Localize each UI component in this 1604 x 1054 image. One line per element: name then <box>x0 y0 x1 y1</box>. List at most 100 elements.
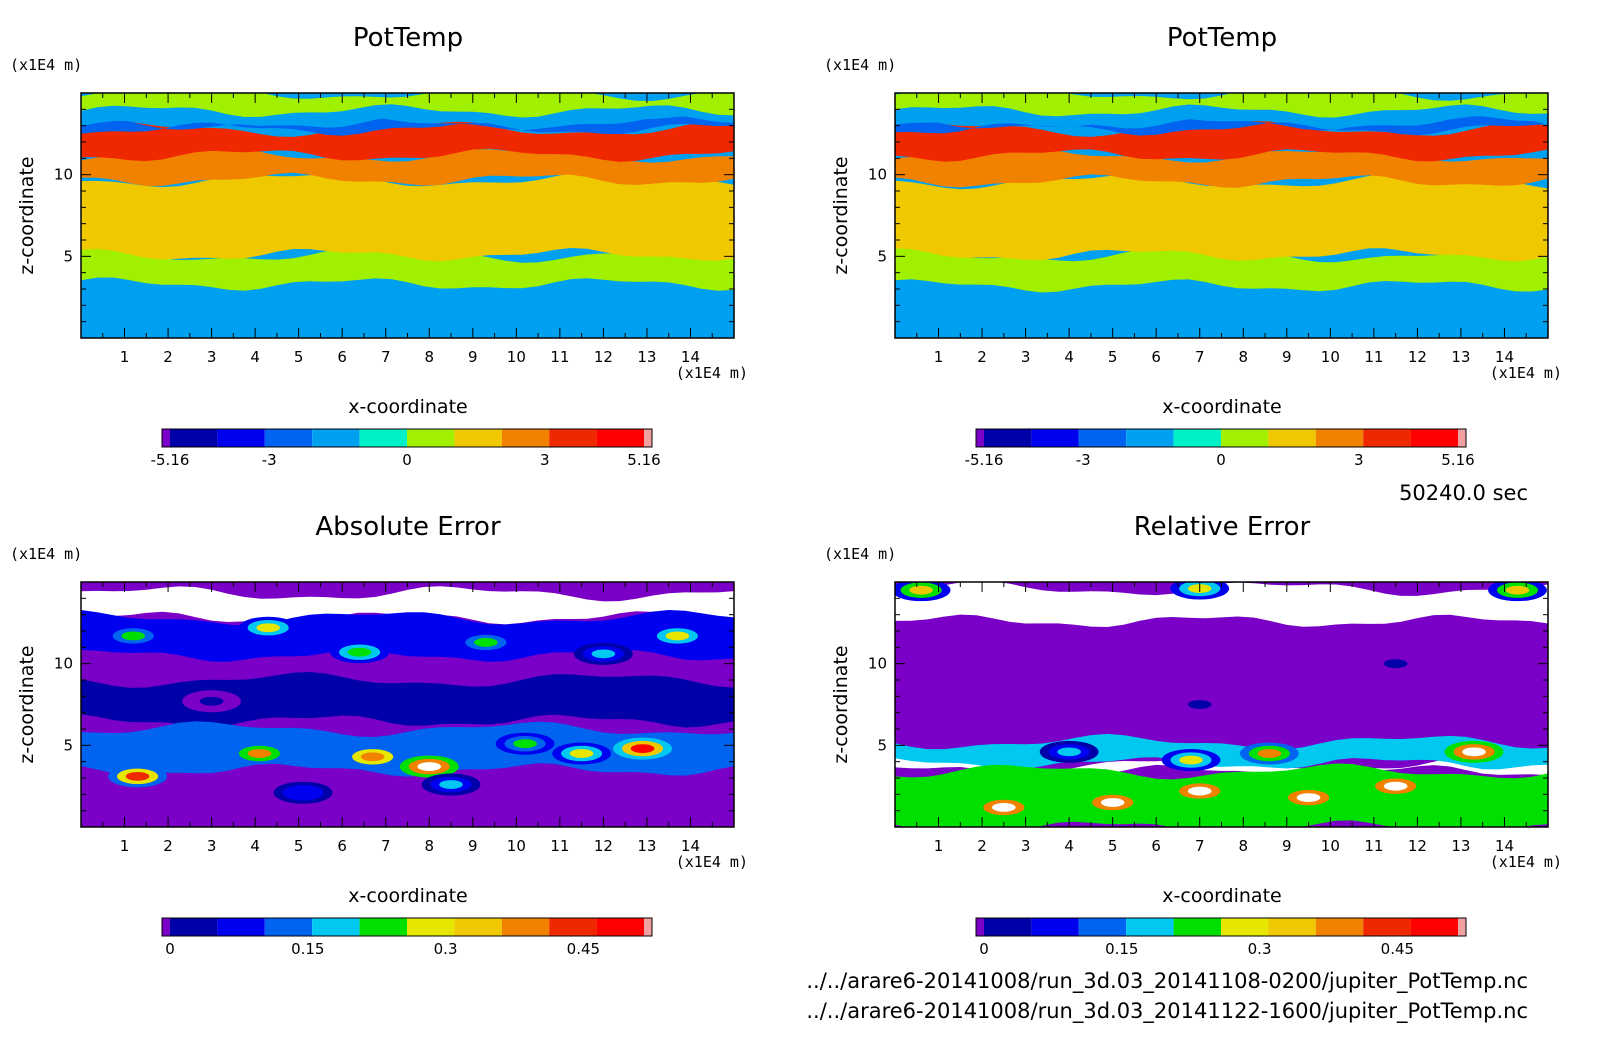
contour-blob <box>1296 793 1321 802</box>
panel-potential-temperature-right: PotTemp(x1E4 m)1 2 3 4 5 6 7 8 9 10 11 12 13 14510(x1… <box>824 23 1562 469</box>
contour-blob <box>665 631 690 641</box>
chart-title: PotTemp <box>1167 23 1277 53</box>
x-tick-label: 12 <box>594 348 613 366</box>
colorbar-swatch <box>1078 918 1127 936</box>
chart-title: Absolute Error <box>315 512 501 542</box>
plot-area <box>81 582 734 827</box>
x-tick-label: 7 <box>381 348 391 366</box>
colorbar-swatch <box>170 918 218 936</box>
x-tick-label: 8 <box>1238 348 1248 366</box>
x-tick-label: 14 <box>681 837 700 855</box>
x-tick-label: 9 <box>1282 348 1292 366</box>
colorbar-swatch <box>1221 918 1269 936</box>
contour-blob <box>630 744 655 753</box>
x-tick-label: 12 <box>1408 837 1427 855</box>
y-axis-label: z-coordinate <box>830 645 852 763</box>
plot-area <box>895 582 1548 827</box>
colorbar-swatch <box>501 429 550 447</box>
colorbar-swatch <box>984 918 1032 936</box>
x-tick-label: 3 <box>1021 348 1031 366</box>
colorbar-swatch <box>217 429 265 447</box>
colorbar-swatch <box>1126 429 1174 447</box>
contour-blob <box>291 788 315 798</box>
file-path-2: ../../arare6-20141008/run_3d.03_20141122… <box>806 999 1528 1024</box>
x-tick-label: 8 <box>1238 837 1248 855</box>
x-unit-label: (x1E4 m) <box>676 364 748 382</box>
panel-potential-temperature-left: PotTemp(x1E4 m)1 2 3 4 5 6 7 8 9 10 11 12 13 14510(x1… <box>10 23 748 469</box>
colorbar-swatch <box>1268 429 1316 447</box>
y-unit-label: (x1E4 m) <box>10 56 82 74</box>
colorbar-swatch <box>1458 429 1466 447</box>
contour-band <box>81 586 734 625</box>
panel-relative-error: Relative Error(x1E4 m)1 2 3 4 5 6 7 8 9 10 11 12 13 1… <box>824 512 1562 958</box>
contour-blob <box>1505 585 1530 595</box>
colorbar-swatch <box>1221 429 1269 447</box>
panel-absolute-error: Absolute Error(x1E4 m)1 2 3 4 5 6 7 8 9 10 11 12 13 1… <box>10 512 748 958</box>
x-tick-label: 13 <box>637 348 656 366</box>
x-tick-label: 6 <box>1151 348 1161 366</box>
colorbar-swatch <box>170 429 218 447</box>
colorbar-frame <box>161 428 653 448</box>
x-unit-label: (x1E4 m) <box>1490 364 1562 382</box>
x-tick-label: 10 <box>507 837 526 855</box>
colorbar-tick-label: 0.3 <box>1248 940 1272 958</box>
x-tick-label: 4 <box>250 837 260 855</box>
contour-blob <box>1179 755 1203 765</box>
x-tick-label: 1 <box>120 837 130 855</box>
colorbar-swatch <box>162 918 170 936</box>
colorbar-swatch <box>1173 429 1221 447</box>
chart-title: Relative Error <box>1134 512 1311 542</box>
y-axis-label: z-coordinate <box>16 645 38 763</box>
x-tick-label: 7 <box>381 837 391 855</box>
x-tick-label: 4 <box>1064 348 1074 366</box>
x-unit-label: (x1E4 m) <box>676 853 748 871</box>
colorbar-swatch <box>1410 429 1458 447</box>
x-tick-label: 11 <box>1364 348 1383 366</box>
x-tick-label: 5 <box>1108 348 1118 366</box>
contour-band <box>81 247 734 291</box>
y-tick-label: 10 <box>54 166 73 184</box>
contour-band <box>81 171 734 262</box>
colorbar-swatch <box>217 918 265 936</box>
x-tick-label: 13 <box>637 837 656 855</box>
x-tick-label: 7 <box>1195 837 1205 855</box>
colorbar-swatch <box>407 429 455 447</box>
contour-blob <box>909 585 933 595</box>
contour-blob <box>1383 659 1408 669</box>
colorbar-swatch <box>1031 918 1079 936</box>
contour-blob <box>591 649 616 659</box>
colorbar-swatch <box>644 918 652 936</box>
colorbar-frame <box>975 428 1467 448</box>
colorbar-swatch <box>407 918 455 936</box>
x-tick-label: 11 <box>550 837 569 855</box>
y-tick-label: 5 <box>63 736 73 754</box>
x-axis-label: x-coordinate <box>1162 885 1281 907</box>
contour-band <box>81 114 734 136</box>
contour-blob <box>1057 747 1081 757</box>
y-unit-label: (x1E4 m) <box>10 545 82 563</box>
colorbar-tick-label: 0 <box>979 940 989 958</box>
contour-band <box>81 121 734 162</box>
colorbar-tick-label: 3 <box>540 451 550 469</box>
contour-band <box>81 276 734 338</box>
contour-blob <box>569 749 594 758</box>
x-tick-label: 13 <box>1451 837 1470 855</box>
x-tick-label: 13 <box>1451 348 1470 366</box>
y-unit-label: (x1E4 m) <box>824 545 896 563</box>
x-tick-label: 6 <box>1151 837 1161 855</box>
colorbar-tick-label: 5.16 <box>627 451 660 469</box>
y-tick-label: 10 <box>868 166 887 184</box>
contour-blob <box>1100 798 1125 807</box>
x-tick-label: 8 <box>424 348 434 366</box>
colorbar-swatch <box>1410 918 1458 936</box>
contour-blob <box>1462 747 1486 757</box>
contour-band <box>81 610 734 662</box>
x-tick-label: 6 <box>337 837 347 855</box>
colorbar-swatch <box>264 429 313 447</box>
x-tick-label: 9 <box>1282 837 1292 855</box>
colorbar-tick-label: -5.16 <box>965 451 1004 469</box>
contour-band <box>895 582 1548 627</box>
x-tick-label: 12 <box>594 837 613 855</box>
colorbar-tick-label: 0.45 <box>1381 940 1414 958</box>
contour-blob <box>247 749 272 758</box>
